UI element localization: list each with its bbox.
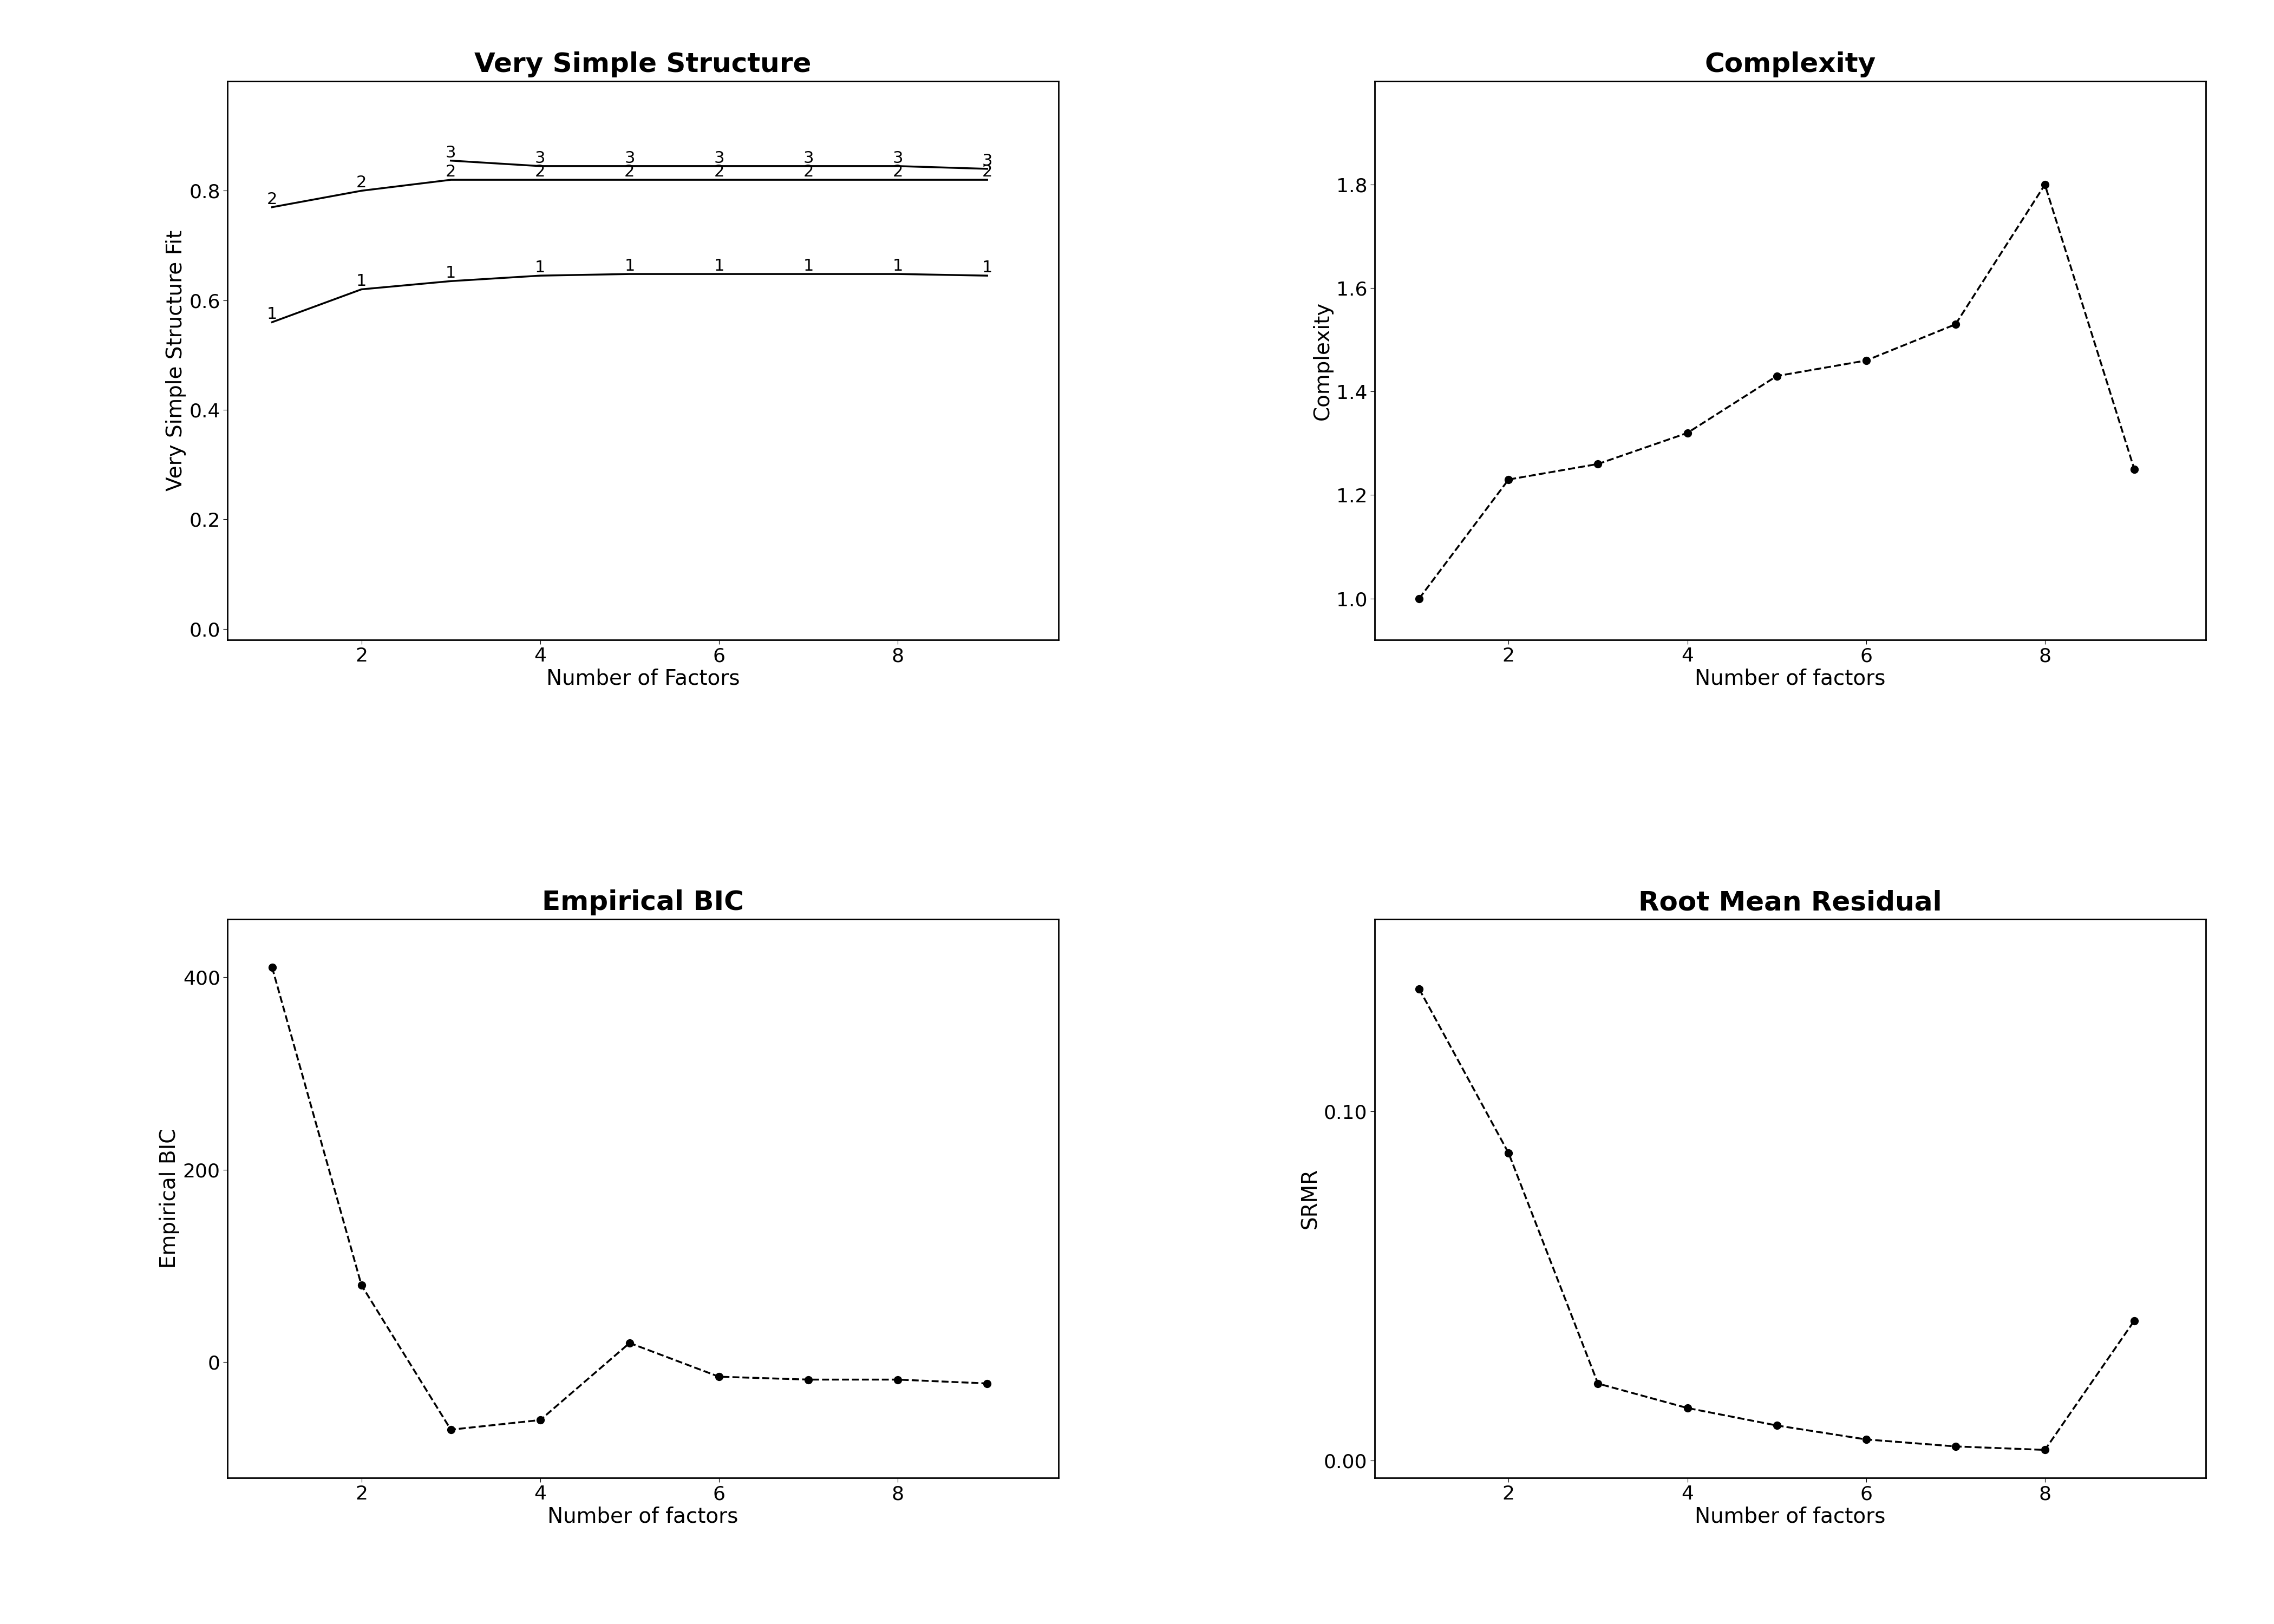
Title: Very Simple Structure: Very Simple Structure: [475, 52, 812, 78]
Text: 2: 2: [357, 175, 366, 190]
Text: 3: 3: [625, 151, 634, 166]
Text: 2: 2: [803, 164, 814, 180]
Text: 2: 2: [714, 164, 723, 180]
Text: 2: 2: [891, 164, 903, 180]
Text: 3: 3: [446, 145, 457, 161]
Text: 1: 1: [266, 307, 277, 322]
X-axis label: Number of factors: Number of factors: [548, 1507, 739, 1527]
Y-axis label: Complexity: Complexity: [1312, 300, 1333, 421]
Text: 1: 1: [625, 258, 634, 274]
Text: 1: 1: [803, 258, 814, 274]
Title: Empirical BIC: Empirical BIC: [541, 890, 744, 916]
X-axis label: Number of factors: Number of factors: [1694, 669, 1885, 689]
X-axis label: Number of factors: Number of factors: [1694, 1507, 1885, 1527]
Text: 2: 2: [446, 164, 457, 180]
Text: 1: 1: [891, 258, 903, 274]
Text: 3: 3: [803, 151, 814, 166]
Y-axis label: Empirical BIC: Empirical BIC: [159, 1129, 180, 1268]
Text: 3: 3: [891, 151, 903, 166]
Text: 2: 2: [266, 192, 277, 208]
Text: 1: 1: [357, 273, 366, 289]
Text: 2: 2: [625, 164, 634, 180]
Text: 3: 3: [982, 153, 991, 169]
Text: 3: 3: [714, 151, 725, 166]
Y-axis label: Very Simple Structure Fit: Very Simple Structure Fit: [166, 231, 186, 490]
Title: Root Mean Residual: Root Mean Residual: [1637, 890, 1942, 916]
X-axis label: Number of Factors: Number of Factors: [546, 669, 739, 689]
Text: 1: 1: [446, 265, 457, 281]
Text: 1: 1: [714, 258, 723, 274]
Y-axis label: SRMR: SRMR: [1301, 1168, 1321, 1229]
Text: 3: 3: [534, 151, 546, 166]
Text: 1: 1: [982, 260, 991, 276]
Text: 1: 1: [534, 260, 546, 276]
Title: Complexity: Complexity: [1706, 52, 1876, 78]
Text: 2: 2: [982, 164, 991, 180]
Text: 2: 2: [534, 164, 546, 180]
